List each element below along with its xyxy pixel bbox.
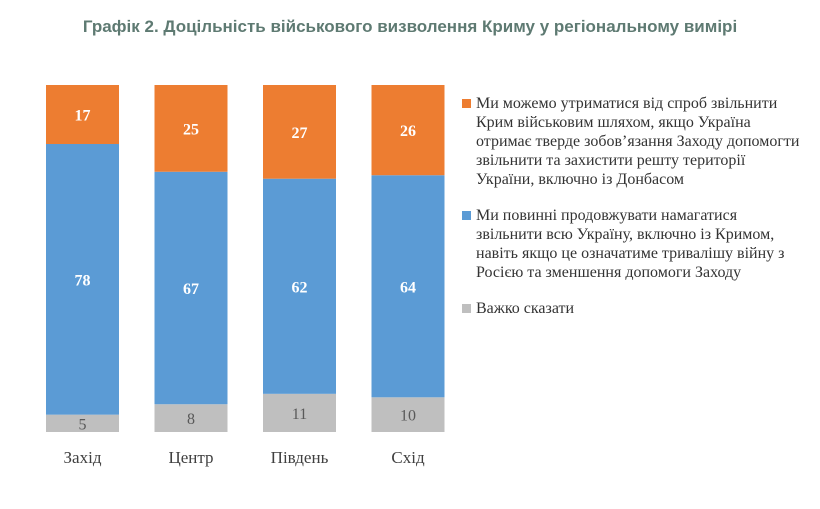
legend-item-hold-back: Ми можемо утриматися від спроб звільнити… (462, 94, 802, 189)
bar-segment-2-2 (263, 85, 336, 179)
bar-segment-1-0 (46, 143, 119, 415)
data-label-2-1: 25 (183, 121, 199, 138)
data-label-0-3: 10 (400, 408, 416, 425)
data-label-1-2: 62 (292, 279, 308, 296)
legend-item-keep-liberating: Ми повинні продовжувати намагатися звіль… (462, 206, 802, 282)
data-label-2-0: 17 (75, 107, 91, 124)
legend-label-hard-to-say: Важко сказати (476, 300, 575, 317)
data-label-1-3: 64 (400, 279, 416, 296)
category-label-2: Південь (271, 448, 329, 467)
bar-segment-0-2 (263, 393, 336, 432)
bar-segment-2-3 (371, 85, 445, 176)
data-label-1-1: 67 (183, 281, 199, 298)
legend-swatch-hold-back (462, 99, 471, 108)
chart-title: Графік 2. Доцільність військового визвол… (82, 17, 738, 36)
legend-swatch-keep-liberating (462, 211, 471, 220)
legend-label-hold-back: Ми можемо утриматися від спроб звільнити… (476, 95, 800, 188)
bar-segment-0-3 (371, 397, 445, 432)
legend: Ми можемо утриматися від спроб звільнити… (462, 94, 802, 335)
bar-segment-1-2 (263, 178, 336, 394)
legend-item-hard-to-say: Важко сказати (462, 299, 802, 318)
bar-segment-1-3 (371, 175, 445, 398)
bar-segment-2-0 (46, 85, 119, 144)
legend-swatch-hard-to-say (462, 304, 471, 313)
data-label-0-0: 5 (79, 416, 87, 433)
bar-segment-1-1 (154, 171, 228, 405)
category-label-3: Схід (391, 448, 425, 467)
bar-segment-2-1 (154, 85, 228, 172)
data-label-0-1: 8 (187, 411, 195, 428)
data-label-2-3: 26 (400, 123, 416, 140)
legend-label-keep-liberating: Ми повинні продовжувати намагатися звіль… (476, 207, 785, 281)
data-label-2-2: 27 (292, 125, 308, 142)
data-label-1-0: 78 (75, 272, 91, 289)
bar-segment-0-0 (46, 414, 119, 432)
bar-segment-0-1 (154, 404, 228, 432)
category-label-0: Захід (64, 448, 102, 467)
data-label-0-2: 11 (292, 406, 307, 423)
category-label-1: Центр (168, 448, 213, 467)
